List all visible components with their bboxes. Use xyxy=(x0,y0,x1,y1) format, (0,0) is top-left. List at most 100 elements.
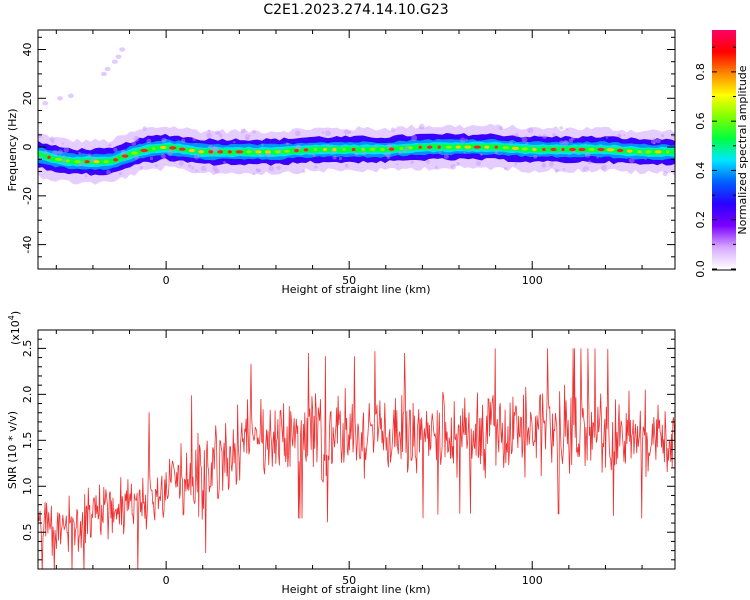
spectrogram-blob xyxy=(384,151,391,158)
spectrogram-peak xyxy=(198,150,204,154)
colorbar-tick-label: 0.8 xyxy=(694,63,707,81)
spectrogram-blob xyxy=(618,135,622,138)
spectrogram-blob xyxy=(108,143,112,147)
spectrogram-xtick-label: 100 xyxy=(522,274,543,287)
spectrogram-blob xyxy=(403,148,408,153)
spectrogram-blob xyxy=(191,166,195,170)
spectrogram-band xyxy=(38,47,675,185)
spectrogram-peak xyxy=(235,150,244,154)
spectrogram-peak xyxy=(616,148,624,153)
figure-title: C2E1.2023.274.14.10.G23 xyxy=(263,2,448,18)
snr-multiplier-exp: 4 xyxy=(7,315,16,320)
spectrogram-blob xyxy=(606,136,608,139)
spectrogram-blob xyxy=(207,129,211,133)
spectrogram-blob xyxy=(344,163,349,168)
spectrogram-blob xyxy=(61,142,64,145)
spectrogram-peak xyxy=(332,147,337,152)
spectrogram-peak xyxy=(74,160,81,164)
spectrogram-peak xyxy=(274,150,281,154)
spectrogram-blob xyxy=(119,172,123,176)
spectrogram-peak xyxy=(455,145,461,149)
spectrogram-blob xyxy=(78,151,81,155)
spectrogram-blob xyxy=(131,141,137,147)
snr-ytick-label: 2.0 xyxy=(21,386,34,404)
spectrogram-blob xyxy=(218,133,223,138)
spectrogram-blob xyxy=(559,126,563,130)
spectrogram-blob xyxy=(548,161,554,167)
colorbar-tick-label: 0.4 xyxy=(694,162,707,180)
spectrogram-harmonic xyxy=(111,59,118,64)
spectrogram-blob xyxy=(498,126,503,131)
spectrogram-peak xyxy=(569,147,576,152)
spectrogram-blob xyxy=(162,157,166,161)
spectrogram-peak xyxy=(494,145,498,149)
spectrogram-blob xyxy=(396,163,399,166)
spectrogram-blob xyxy=(188,164,192,168)
spectrogram-peak xyxy=(264,150,271,154)
snr-xtick-label: 50 xyxy=(342,574,356,587)
spectrogram-ytick-label: -20 xyxy=(21,187,34,205)
spectrogram-xtick-label: 50 xyxy=(342,274,356,287)
colorbar-tick-label: 0.6 xyxy=(694,112,707,130)
spectrogram-blob xyxy=(201,165,207,172)
spectrogram-blob xyxy=(476,160,481,166)
snr-ytick-label: 1.5 xyxy=(21,432,34,450)
spectrogram-blob xyxy=(541,162,547,168)
spectrogram-blob xyxy=(214,130,220,135)
spectrogram-peak xyxy=(246,150,252,154)
spectrogram-blob xyxy=(653,142,656,145)
spectrogram-blob xyxy=(332,155,337,160)
spectrogram-blob xyxy=(584,152,591,158)
snr-multiplier: (x104) xyxy=(7,311,22,345)
spectrogram-peak xyxy=(84,160,90,164)
snr-panel: 0 50 100 0.5 1.0 1.5 2.0 2.5 Height of straight… xyxy=(6,311,676,596)
spectrogram-blob xyxy=(582,166,589,173)
spectrogram-blob xyxy=(571,136,575,141)
spectrogram-peak xyxy=(54,157,63,162)
spectrogram-peak xyxy=(654,150,662,154)
spectrogram-blob xyxy=(149,156,154,161)
colorbar-tick-label: 0.0 xyxy=(694,260,707,278)
spectrogram-blob xyxy=(240,129,246,134)
spectrogram-peak xyxy=(121,154,129,158)
spectrogram-blob xyxy=(285,142,289,146)
spectrogram-blob xyxy=(326,144,330,148)
spectrogram-peak xyxy=(283,149,290,153)
spectrogram-peak xyxy=(484,145,490,149)
spectrogram-harmonic xyxy=(100,71,107,77)
snr-xtick-label: 0 xyxy=(163,574,170,587)
spectrogram-blob xyxy=(212,165,218,171)
spectrogram-blob xyxy=(655,138,661,144)
snr-xlabel: Height of straight line (km) xyxy=(281,583,430,596)
spectrogram-blob xyxy=(255,168,258,171)
spectrogram-blob xyxy=(661,134,665,138)
spectrogram-blob xyxy=(325,130,331,137)
spectrogram-peak xyxy=(399,146,404,151)
spectrogram-blob xyxy=(514,133,519,138)
spectrogram-peak xyxy=(532,147,537,152)
spectrogram-peak xyxy=(597,147,605,152)
spectrogram-blob xyxy=(167,150,173,156)
spectrogram-harmonic xyxy=(42,101,49,106)
spectrogram-blob xyxy=(463,151,466,154)
spectrogram-blob xyxy=(252,130,256,134)
snr-axes: 0 50 100 0.5 1.0 1.5 2.0 2.5 xyxy=(21,330,675,587)
spectrogram-peak xyxy=(464,145,472,149)
spectrogram-peak xyxy=(445,145,452,149)
spectrogram-ytick-label: 20 xyxy=(21,91,34,105)
spectrogram-harmonic xyxy=(115,54,122,59)
spectrogram-blob xyxy=(253,148,256,152)
spectrogram-peak xyxy=(427,145,433,149)
spectrogram-blob xyxy=(295,130,301,136)
spectrogram-blob xyxy=(410,160,415,165)
snr-multiplier-base: (x10 xyxy=(9,320,22,345)
spectrogram-blob xyxy=(214,168,220,174)
snr-ytick-label: 1.0 xyxy=(21,478,34,496)
spectrogram-blob xyxy=(340,146,343,149)
spectrogram-harmonic xyxy=(104,66,111,72)
spectrogram-peak xyxy=(550,147,557,152)
spectrogram-blob xyxy=(562,168,566,171)
spectrogram-blob xyxy=(344,129,350,135)
spectrogram-blob xyxy=(504,166,508,171)
